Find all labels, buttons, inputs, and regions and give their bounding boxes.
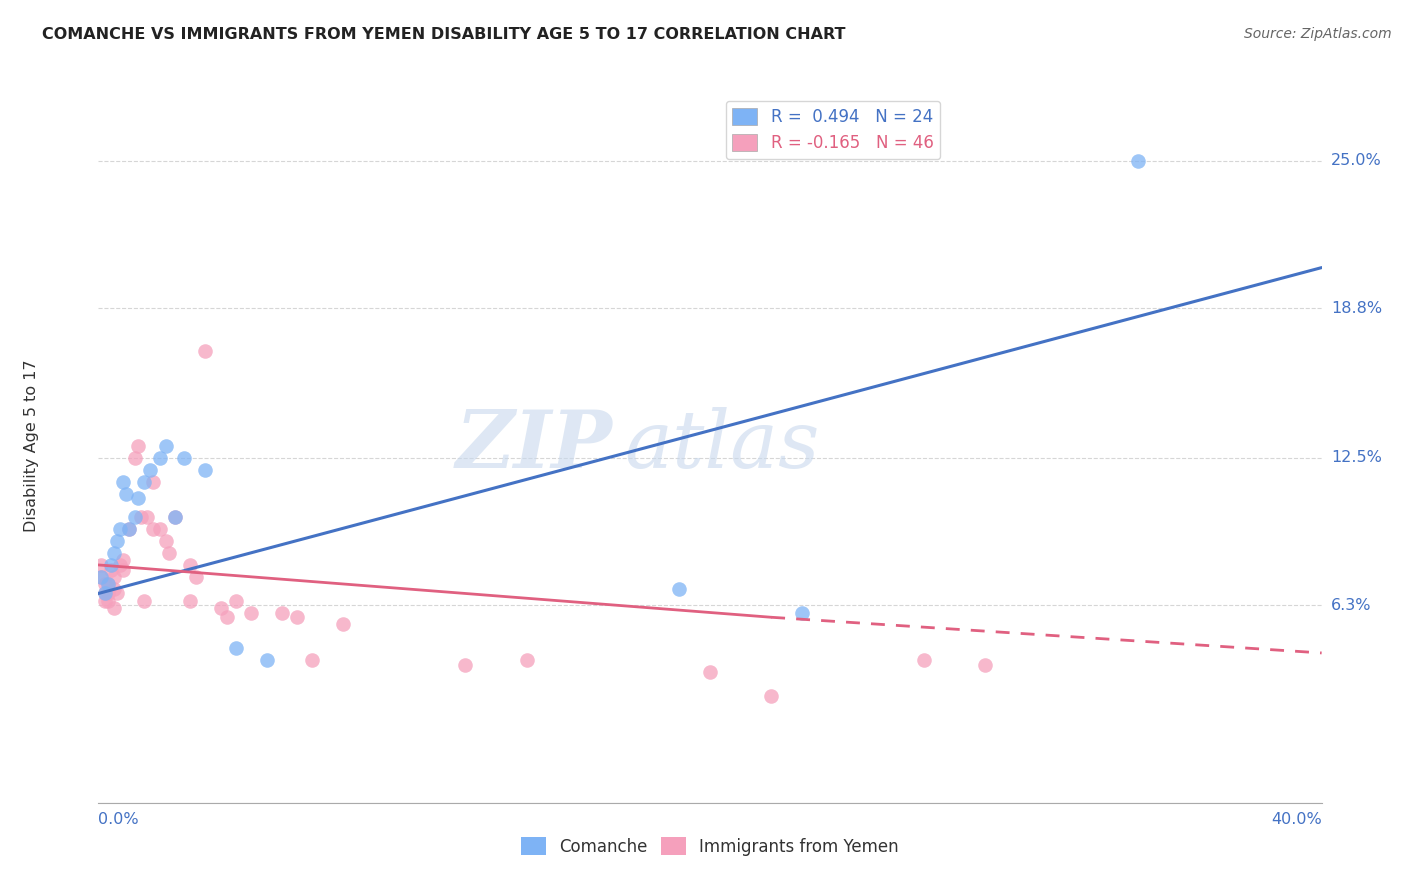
Point <box>194 343 217 358</box>
Point <box>90 558 112 572</box>
Text: 18.8%: 18.8% <box>1331 301 1382 316</box>
Point <box>155 439 177 453</box>
Text: Disability Age 5 to 17: Disability Age 5 to 17 <box>24 359 38 533</box>
Point <box>163 510 186 524</box>
Point <box>186 570 208 584</box>
Point <box>129 510 152 524</box>
Text: 40.0%: 40.0% <box>1271 813 1322 827</box>
Point <box>118 522 141 536</box>
Point <box>225 593 247 607</box>
Point <box>134 593 156 607</box>
Point <box>124 450 146 465</box>
Text: COMANCHE VS IMMIGRANTS FROM YEMEN DISABILITY AGE 5 TO 17 CORRELATION CHART: COMANCHE VS IMMIGRANTS FROM YEMEN DISABI… <box>42 27 845 42</box>
Point <box>301 653 323 667</box>
Text: 25.0%: 25.0% <box>1331 153 1382 168</box>
Point <box>118 522 141 536</box>
Point <box>142 522 165 536</box>
Point <box>100 563 122 577</box>
Point <box>103 546 125 560</box>
Point <box>225 641 247 656</box>
Text: ZIP: ZIP <box>456 408 612 484</box>
Point <box>111 563 134 577</box>
Point <box>912 653 935 667</box>
Point <box>127 439 149 453</box>
Point <box>111 553 134 567</box>
Point <box>179 558 201 572</box>
Legend: Comanche, Immigrants from Yemen: Comanche, Immigrants from Yemen <box>515 830 905 863</box>
Point <box>163 510 186 524</box>
Point <box>90 570 112 584</box>
Point <box>149 522 172 536</box>
Point <box>93 586 115 600</box>
Point <box>90 570 112 584</box>
Point <box>97 577 120 591</box>
Text: Source: ZipAtlas.com: Source: ZipAtlas.com <box>1244 27 1392 41</box>
Text: 6.3%: 6.3% <box>1331 598 1371 613</box>
Point <box>105 534 128 549</box>
Point <box>668 582 690 596</box>
Point <box>111 475 134 489</box>
Point <box>97 593 120 607</box>
Point <box>790 606 813 620</box>
Point <box>108 522 131 536</box>
Point <box>105 586 128 600</box>
Point <box>136 510 159 524</box>
Point <box>332 617 354 632</box>
Point <box>215 610 238 624</box>
Point <box>103 570 125 584</box>
Point <box>240 606 263 620</box>
Point <box>149 450 172 465</box>
Point <box>93 586 115 600</box>
Point <box>108 558 131 572</box>
Point <box>155 534 177 549</box>
Point <box>157 546 180 560</box>
Point <box>97 586 120 600</box>
Text: 12.5%: 12.5% <box>1331 450 1382 466</box>
Point <box>97 577 120 591</box>
Point <box>256 653 278 667</box>
Point <box>285 610 308 624</box>
Point <box>1128 153 1150 168</box>
Point <box>139 463 162 477</box>
Text: atlas: atlas <box>624 408 820 484</box>
Point <box>115 486 138 500</box>
Point <box>699 665 721 679</box>
Point <box>209 600 232 615</box>
Point <box>173 450 195 465</box>
Point <box>103 600 125 615</box>
Point <box>194 463 217 477</box>
Point <box>93 593 115 607</box>
Point <box>103 582 125 596</box>
Point <box>142 475 165 489</box>
Point <box>516 653 538 667</box>
Point <box>974 657 997 672</box>
Point <box>93 577 115 591</box>
Point <box>454 657 477 672</box>
Point <box>134 475 156 489</box>
Point <box>270 606 294 620</box>
Point <box>179 593 201 607</box>
Point <box>761 689 783 703</box>
Text: 0.0%: 0.0% <box>98 813 139 827</box>
Point <box>127 491 149 506</box>
Point <box>124 510 146 524</box>
Point <box>100 558 122 572</box>
